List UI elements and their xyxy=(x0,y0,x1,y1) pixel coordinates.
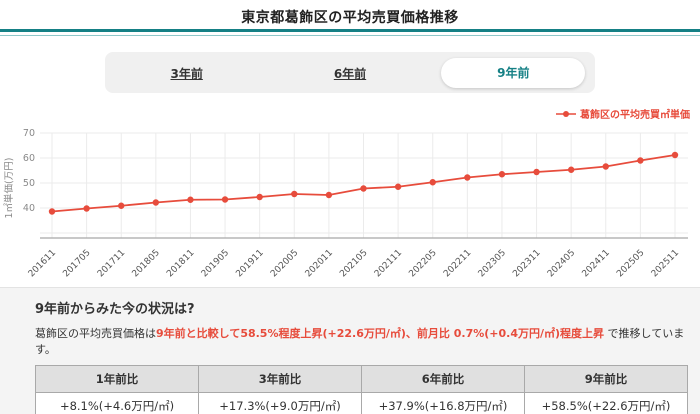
data-point[interactable] xyxy=(533,168,540,176)
x-tick-label: 202311 xyxy=(511,248,542,279)
summary-heading: 9年前からみた今の状況は? xyxy=(35,302,195,317)
summary-text: 葛飾区の平均売買価格は9年前と比較して58.5%程度上昇(+22.6万円/㎡)、… xyxy=(35,325,688,357)
comparison-table: 1年前比 3年前比 6年前比 9年前比 +8.1%(+4.6万円/㎡) +17.3%(+… xyxy=(35,365,688,414)
y-axis-title: 1㎡単価(万円) xyxy=(3,158,15,219)
data-point[interactable] xyxy=(291,190,298,198)
x-tick-label: 201911 xyxy=(234,248,265,279)
comparison-header-cell: 1年前比 xyxy=(35,365,199,393)
title-divider-dark xyxy=(0,29,700,32)
data-point[interactable] xyxy=(256,193,263,201)
data-point[interactable] xyxy=(83,205,90,212)
x-tick-label: 202405 xyxy=(546,248,577,279)
x-tick-label: 202305 xyxy=(477,248,508,279)
tab-3years[interactable]: 3年前 xyxy=(105,63,268,82)
data-point[interactable] xyxy=(429,179,436,186)
x-tick-label: 201711 xyxy=(96,248,127,279)
data-point[interactable] xyxy=(567,166,575,173)
title-divider-light xyxy=(0,35,700,36)
comparison-value-cell: +17.3%(+9.0万円/㎡) xyxy=(198,392,362,414)
y-tick-label: 40 xyxy=(23,203,35,214)
x-tick-label: 201811 xyxy=(165,248,196,279)
comparison-header-cell: 3年前比 xyxy=(198,365,362,393)
data-point[interactable] xyxy=(602,163,609,170)
x-tick-label: 201611 xyxy=(27,248,58,279)
data-point[interactable] xyxy=(394,183,402,190)
comparison-value-cell: +8.1%(+4.6万円/㎡) xyxy=(35,392,199,414)
data-point[interactable] xyxy=(187,196,194,203)
x-tick-label: 201705 xyxy=(61,248,92,279)
summary-text-prefix: 葛飾区の平均売買価格は xyxy=(35,327,156,340)
tab-6years[interactable]: 6年前 xyxy=(268,63,431,82)
x-tick-label: 202511 xyxy=(650,248,681,279)
data-point[interactable] xyxy=(221,196,229,203)
data-point[interactable] xyxy=(325,191,333,199)
data-point[interactable] xyxy=(48,208,56,215)
x-tick-label: 202211 xyxy=(442,248,473,279)
y-tick-label: 60 xyxy=(23,153,35,164)
page-title: 東京都葛飾区の平均売買価格推移 xyxy=(241,10,459,26)
period-tab-bar: 3年前 6年前 9年前 xyxy=(105,52,595,93)
x-tick-label: 202205 xyxy=(407,248,438,279)
comparison-value-cell: +58.5%(+22.6万円/㎡) xyxy=(524,392,688,414)
data-point[interactable] xyxy=(671,151,679,159)
comparison-table-header-row: 1年前比 3年前比 6年前比 9年前比 xyxy=(35,365,688,393)
legend-line-dot-icon xyxy=(556,110,576,117)
comparison-header-cell: 9年前比 xyxy=(524,365,688,393)
comparison-table-value-row: +8.1%(+4.6万円/㎡) +17.3%(+9.0万円/㎡) +37.9%(+1… xyxy=(35,392,688,414)
x-tick-label: 202111 xyxy=(373,248,404,279)
chart-series xyxy=(48,151,679,215)
y-tick-label: 70 xyxy=(23,128,35,139)
x-tick-label: 201905 xyxy=(200,248,231,279)
data-point[interactable] xyxy=(152,199,160,206)
x-tick-label: 202005 xyxy=(269,248,300,279)
x-tick-label: 202505 xyxy=(615,248,646,279)
comparison-header-cell: 6年前比 xyxy=(361,365,525,393)
x-tick-label: 201805 xyxy=(131,248,162,279)
summary-text-suffix: で推移しています。 xyxy=(35,327,685,356)
comparison-value-cell: +37.9%(+16.8万円/㎡) xyxy=(361,392,525,414)
data-point[interactable] xyxy=(637,157,644,164)
tab-3years-label[interactable]: 3年前 xyxy=(170,67,203,81)
summary-text-highlight: 9年前と比較して58.5%程度上昇(+22.6万円/㎡)、前月比 0.7%(+0… xyxy=(156,327,605,340)
legend-label: 葛飾区の平均売買㎡単価 xyxy=(580,110,690,121)
chart-area: 40 50 60 70 201611 201705 201711 201805 201811 20… xyxy=(0,100,700,286)
data-point[interactable] xyxy=(464,174,471,181)
summary-section: 9年前からみた今の状況は? 葛飾区の平均売買価格は9年前と比較して58.5%程度… xyxy=(0,287,700,414)
tab-9years[interactable]: 9年前 xyxy=(432,57,595,88)
data-point[interactable] xyxy=(118,202,125,209)
data-point[interactable] xyxy=(498,171,506,178)
y-tick-label: 50 xyxy=(23,178,35,189)
chart-legend[interactable]: 葛飾区の平均売買㎡単価 xyxy=(556,106,690,121)
tab-9years-pill[interactable]: 9年前 xyxy=(441,57,586,88)
x-tick-label: 202011 xyxy=(304,248,335,279)
x-tick-label: 202411 xyxy=(581,248,612,279)
data-point[interactable] xyxy=(360,185,367,192)
tab-6years-label[interactable]: 6年前 xyxy=(333,67,367,81)
x-tick-label: 202105 xyxy=(338,248,369,279)
